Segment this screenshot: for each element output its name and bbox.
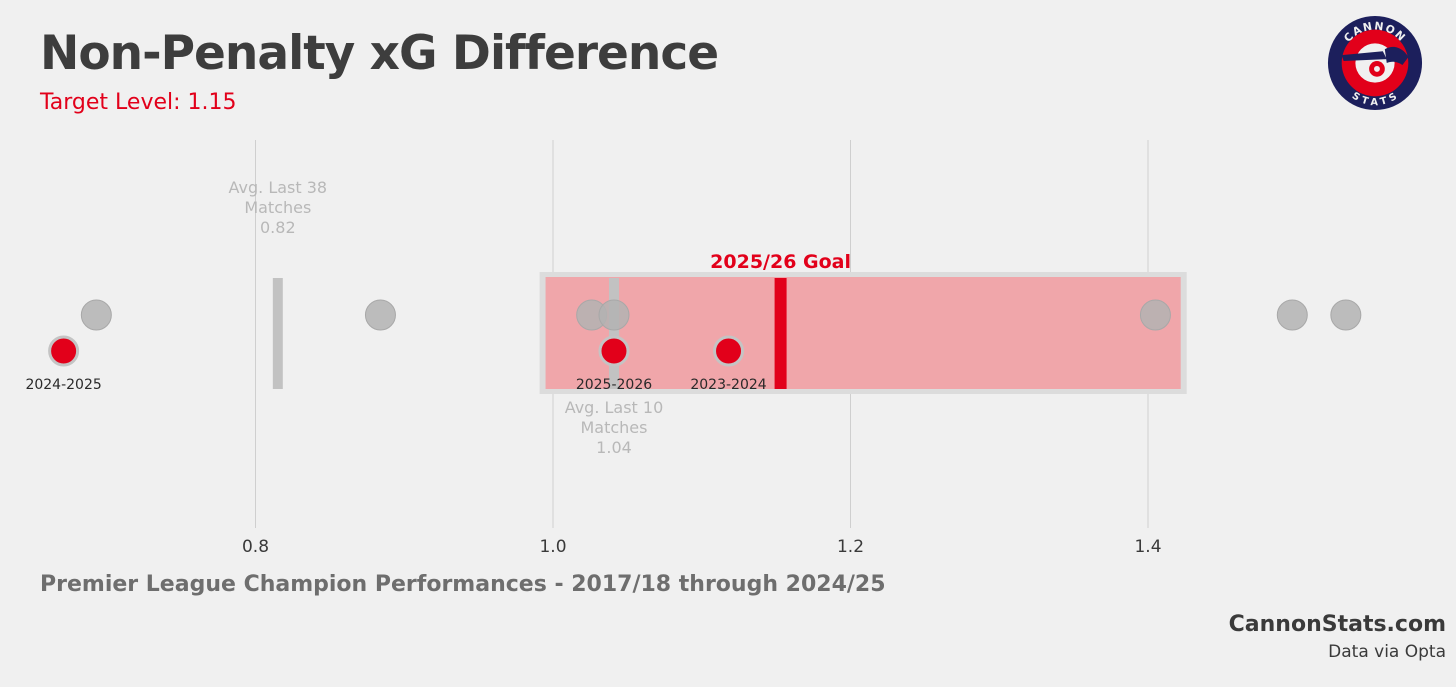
- arsenal-point: [713, 335, 745, 367]
- champion-point: [364, 299, 396, 331]
- champion-point: [1139, 299, 1171, 331]
- arsenal-point-label: 2024-2025: [25, 377, 101, 393]
- data-source: Data via Opta: [1328, 642, 1446, 662]
- average-marker: [608, 278, 619, 389]
- x-tick-label: 1.4: [1134, 537, 1161, 557]
- average-label: Avg. Last 10: [565, 398, 664, 417]
- average-label: Matches: [580, 418, 647, 437]
- average-label: 0.82: [260, 218, 296, 237]
- champion-point: [1330, 299, 1362, 331]
- average-label: 1.04: [596, 438, 632, 457]
- x-tick-label: 0.8: [242, 537, 269, 557]
- average-marker: [272, 278, 283, 389]
- chart-title: Non-Penalty xG Difference: [40, 26, 719, 81]
- champion-point: [598, 299, 630, 331]
- champion-point: [1276, 299, 1308, 331]
- average-label: Avg. Last 38: [229, 178, 328, 197]
- x-tick-label: 1.2: [837, 537, 864, 557]
- arsenal-point: [598, 335, 630, 367]
- target-band: [545, 277, 1181, 389]
- site-name: CannonStats.com: [1228, 612, 1446, 637]
- chart-subtitle: Target Level: 1.15: [40, 90, 237, 115]
- goal-label: 2025/26 Goal: [710, 251, 851, 273]
- chart-caption: Premier League Champion Performances - 2…: [40, 572, 886, 597]
- average-label: Matches: [244, 198, 311, 217]
- goal-marker: [774, 278, 787, 389]
- champion-point: [80, 299, 112, 331]
- arsenal-point: [48, 335, 80, 367]
- x-tick-label: 1.0: [539, 537, 566, 557]
- cannonstats-logo: CANNON STATS: [1327, 15, 1423, 111]
- arsenal-point-label: 2025-2026: [576, 377, 652, 393]
- arsenal-point-label: 2023-2024: [690, 377, 766, 393]
- cannon-icon: [1341, 46, 1409, 77]
